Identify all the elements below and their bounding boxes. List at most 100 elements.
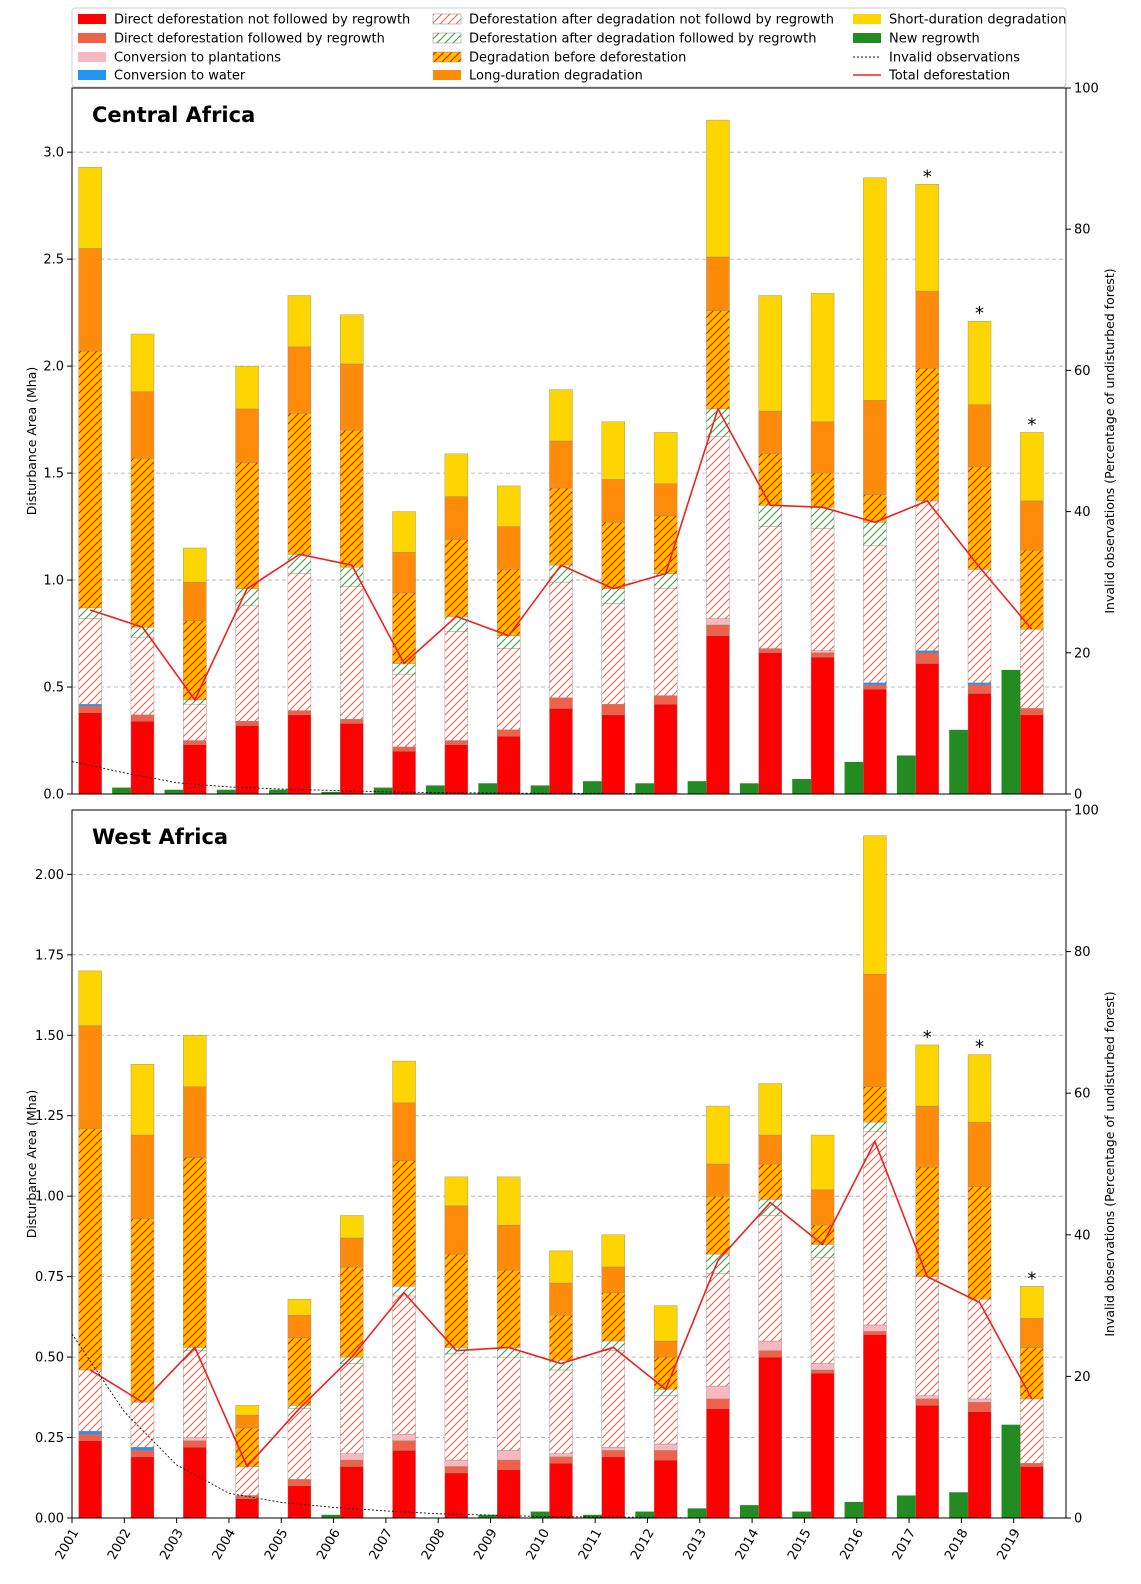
y2-axis-label: Invalid observations (Percentage of undi… (1102, 268, 1117, 613)
bar-segment-deg-before-def (340, 430, 364, 568)
bar-segment-direct-no-regrowth (392, 751, 416, 795)
total-deforestation-line (89, 1139, 1033, 1468)
bar-segment-short-degradation (758, 1083, 782, 1136)
bar-segment-deg-before-def (130, 1218, 155, 1403)
bar-new-regrowth-2005 (321, 791, 343, 794)
bar-segment-after-deg-no-regrowth (549, 1369, 573, 1454)
bar-segment-direct-regrowth (706, 624, 730, 636)
x-tick-label: 2014 (733, 1526, 763, 1562)
bar-segment-after-deg-no-regrowth (287, 1408, 312, 1480)
legend-swatch (78, 14, 106, 24)
bar-segment-direct-regrowth (653, 1450, 678, 1461)
bar-segment-direct-no-regrowth (496, 736, 521, 795)
bar-segment-deg-before-def (758, 453, 782, 506)
bar-segment-after-deg-no-regrowth (183, 703, 207, 741)
bar-stack-2004 (235, 1405, 259, 1519)
bar-segment-deg-before-def (967, 466, 992, 570)
bar-segment-direct-no-regrowth (863, 1334, 887, 1519)
bar-segment-long-degradation (863, 400, 887, 495)
bar-segment-deg-before-def (601, 1292, 626, 1342)
total-deforestation-line (89, 406, 1033, 702)
x-tick-label: 2010 (524, 1526, 554, 1562)
bar-segment-plantations (340, 1453, 364, 1461)
bar-segment-long-degradation (235, 1414, 259, 1429)
panel-title: West Africa (92, 825, 228, 849)
bar-segment-after-deg-regrowth (235, 588, 259, 606)
y-tick-label: 1.50 (35, 1029, 64, 1044)
bar-segment-direct-no-regrowth (78, 712, 102, 795)
bar-segment-deg-before-def (444, 1253, 469, 1348)
bar-stack-2016 (863, 177, 887, 795)
bar-segment-short-degradation (549, 1250, 573, 1284)
bar-segment-deg-before-def (706, 310, 730, 410)
y-axis-label: Disturbance Area (Mha) (24, 1090, 39, 1239)
bar-segment-deg-before-def (549, 1315, 573, 1361)
bar-segment-direct-no-regrowth (601, 1456, 626, 1519)
bar-segment-direct-regrowth (863, 684, 887, 690)
legend-item-total: Total deforestation (853, 69, 1010, 84)
bar-segment-short-degradation (287, 1298, 312, 1316)
bar-segment-direct-no-regrowth (549, 708, 573, 795)
bar-segment-short-degradation (653, 1305, 678, 1342)
bar-segment-direct-no-regrowth (78, 1440, 102, 1519)
legend-label: Invalid observations (889, 51, 1020, 66)
bar-segment-short-degradation (496, 485, 521, 527)
bar-segment-after-deg-no-regrowth (653, 588, 678, 696)
bar-segment-deg-before-def (915, 1167, 939, 1277)
bar-segment-after-deg-regrowth (810, 507, 835, 529)
bar-segment-long-degradation (1020, 500, 1044, 551)
legend-box (71, 7, 1067, 88)
bar-segment-deg-before-def (78, 350, 102, 609)
bar-segment-direct-regrowth (340, 718, 364, 724)
bar-segment-deg-before-def (1020, 1347, 1044, 1400)
y2-tick-label: 20 (1074, 646, 1091, 661)
legend-item-after-deg-regrowth: Deforestation after degradation followed… (432, 32, 817, 47)
bar-segment-after-deg-no-regrowth (915, 1276, 939, 1396)
bar-segment-after-deg-no-regrowth (78, 618, 102, 705)
bar-stack-2015 (810, 293, 835, 795)
bar-segment-after-deg-no-regrowth (601, 603, 626, 705)
bar-segment-after-deg-no-regrowth (444, 631, 469, 741)
legend-swatch (432, 32, 462, 44)
y-tick-label: 2.5 (43, 253, 64, 268)
bar-new-regrowth-2017 (949, 1492, 971, 1518)
bar-stack-2003 (183, 1035, 207, 1519)
bar-segment-plantations (392, 1434, 416, 1441)
bar-segment-after-deg-regrowth (340, 567, 364, 587)
bar-segment-after-deg-no-regrowth (1020, 1398, 1044, 1464)
bar-segment-direct-no-regrowth (549, 1463, 573, 1519)
y2-tick-label: 40 (1074, 505, 1091, 520)
bar-segment-long-degradation (130, 1134, 155, 1219)
bar-segment-short-degradation (340, 1215, 364, 1239)
bar-stack-2009 (496, 1176, 521, 1519)
y2-tick-label: 100 (1074, 804, 1099, 819)
bar-segment-after-deg-regrowth (863, 1121, 887, 1133)
bar-segment-water (915, 650, 939, 653)
bar-segment-after-deg-regrowth (758, 504, 782, 527)
bar-segment-direct-no-regrowth (340, 1466, 364, 1519)
bar-segment-direct-regrowth (810, 652, 835, 658)
legend-label: Deforestation after degradation followed… (469, 32, 817, 47)
bar-new-regrowth-2008 (478, 1514, 500, 1518)
bar-segment-short-degradation (392, 1060, 416, 1104)
bar-segment-direct-no-regrowth (287, 714, 312, 795)
bar-segment-after-deg-no-regrowth (758, 1215, 782, 1342)
bar-segment-water (130, 1446, 155, 1451)
x-tick-label: 2015 (785, 1526, 815, 1562)
bar-new-regrowth-2018 (1001, 669, 1023, 794)
bar-segment-long-degradation (915, 291, 939, 369)
y-tick-label: 1.25 (35, 1109, 64, 1124)
bar-stack-2003 (183, 547, 207, 795)
bar-stack-2014 (758, 1083, 782, 1519)
bar-segment-long-degradation (915, 1105, 939, 1168)
bar-segment-short-degradation (130, 333, 155, 392)
bar-segment-long-degradation (1020, 1318, 1044, 1348)
bar-segment-after-deg-no-regrowth (915, 500, 939, 651)
bar-segment-direct-no-regrowth (392, 1450, 416, 1519)
bar-segment-after-deg-no-regrowth (967, 1298, 992, 1400)
bar-segment-direct-regrowth (78, 1434, 102, 1441)
bar-segment-direct-regrowth (549, 697, 573, 709)
legend-swatch (853, 33, 881, 43)
bar-segment-direct-regrowth (601, 703, 626, 716)
bar-stack-2001 (78, 970, 102, 1519)
